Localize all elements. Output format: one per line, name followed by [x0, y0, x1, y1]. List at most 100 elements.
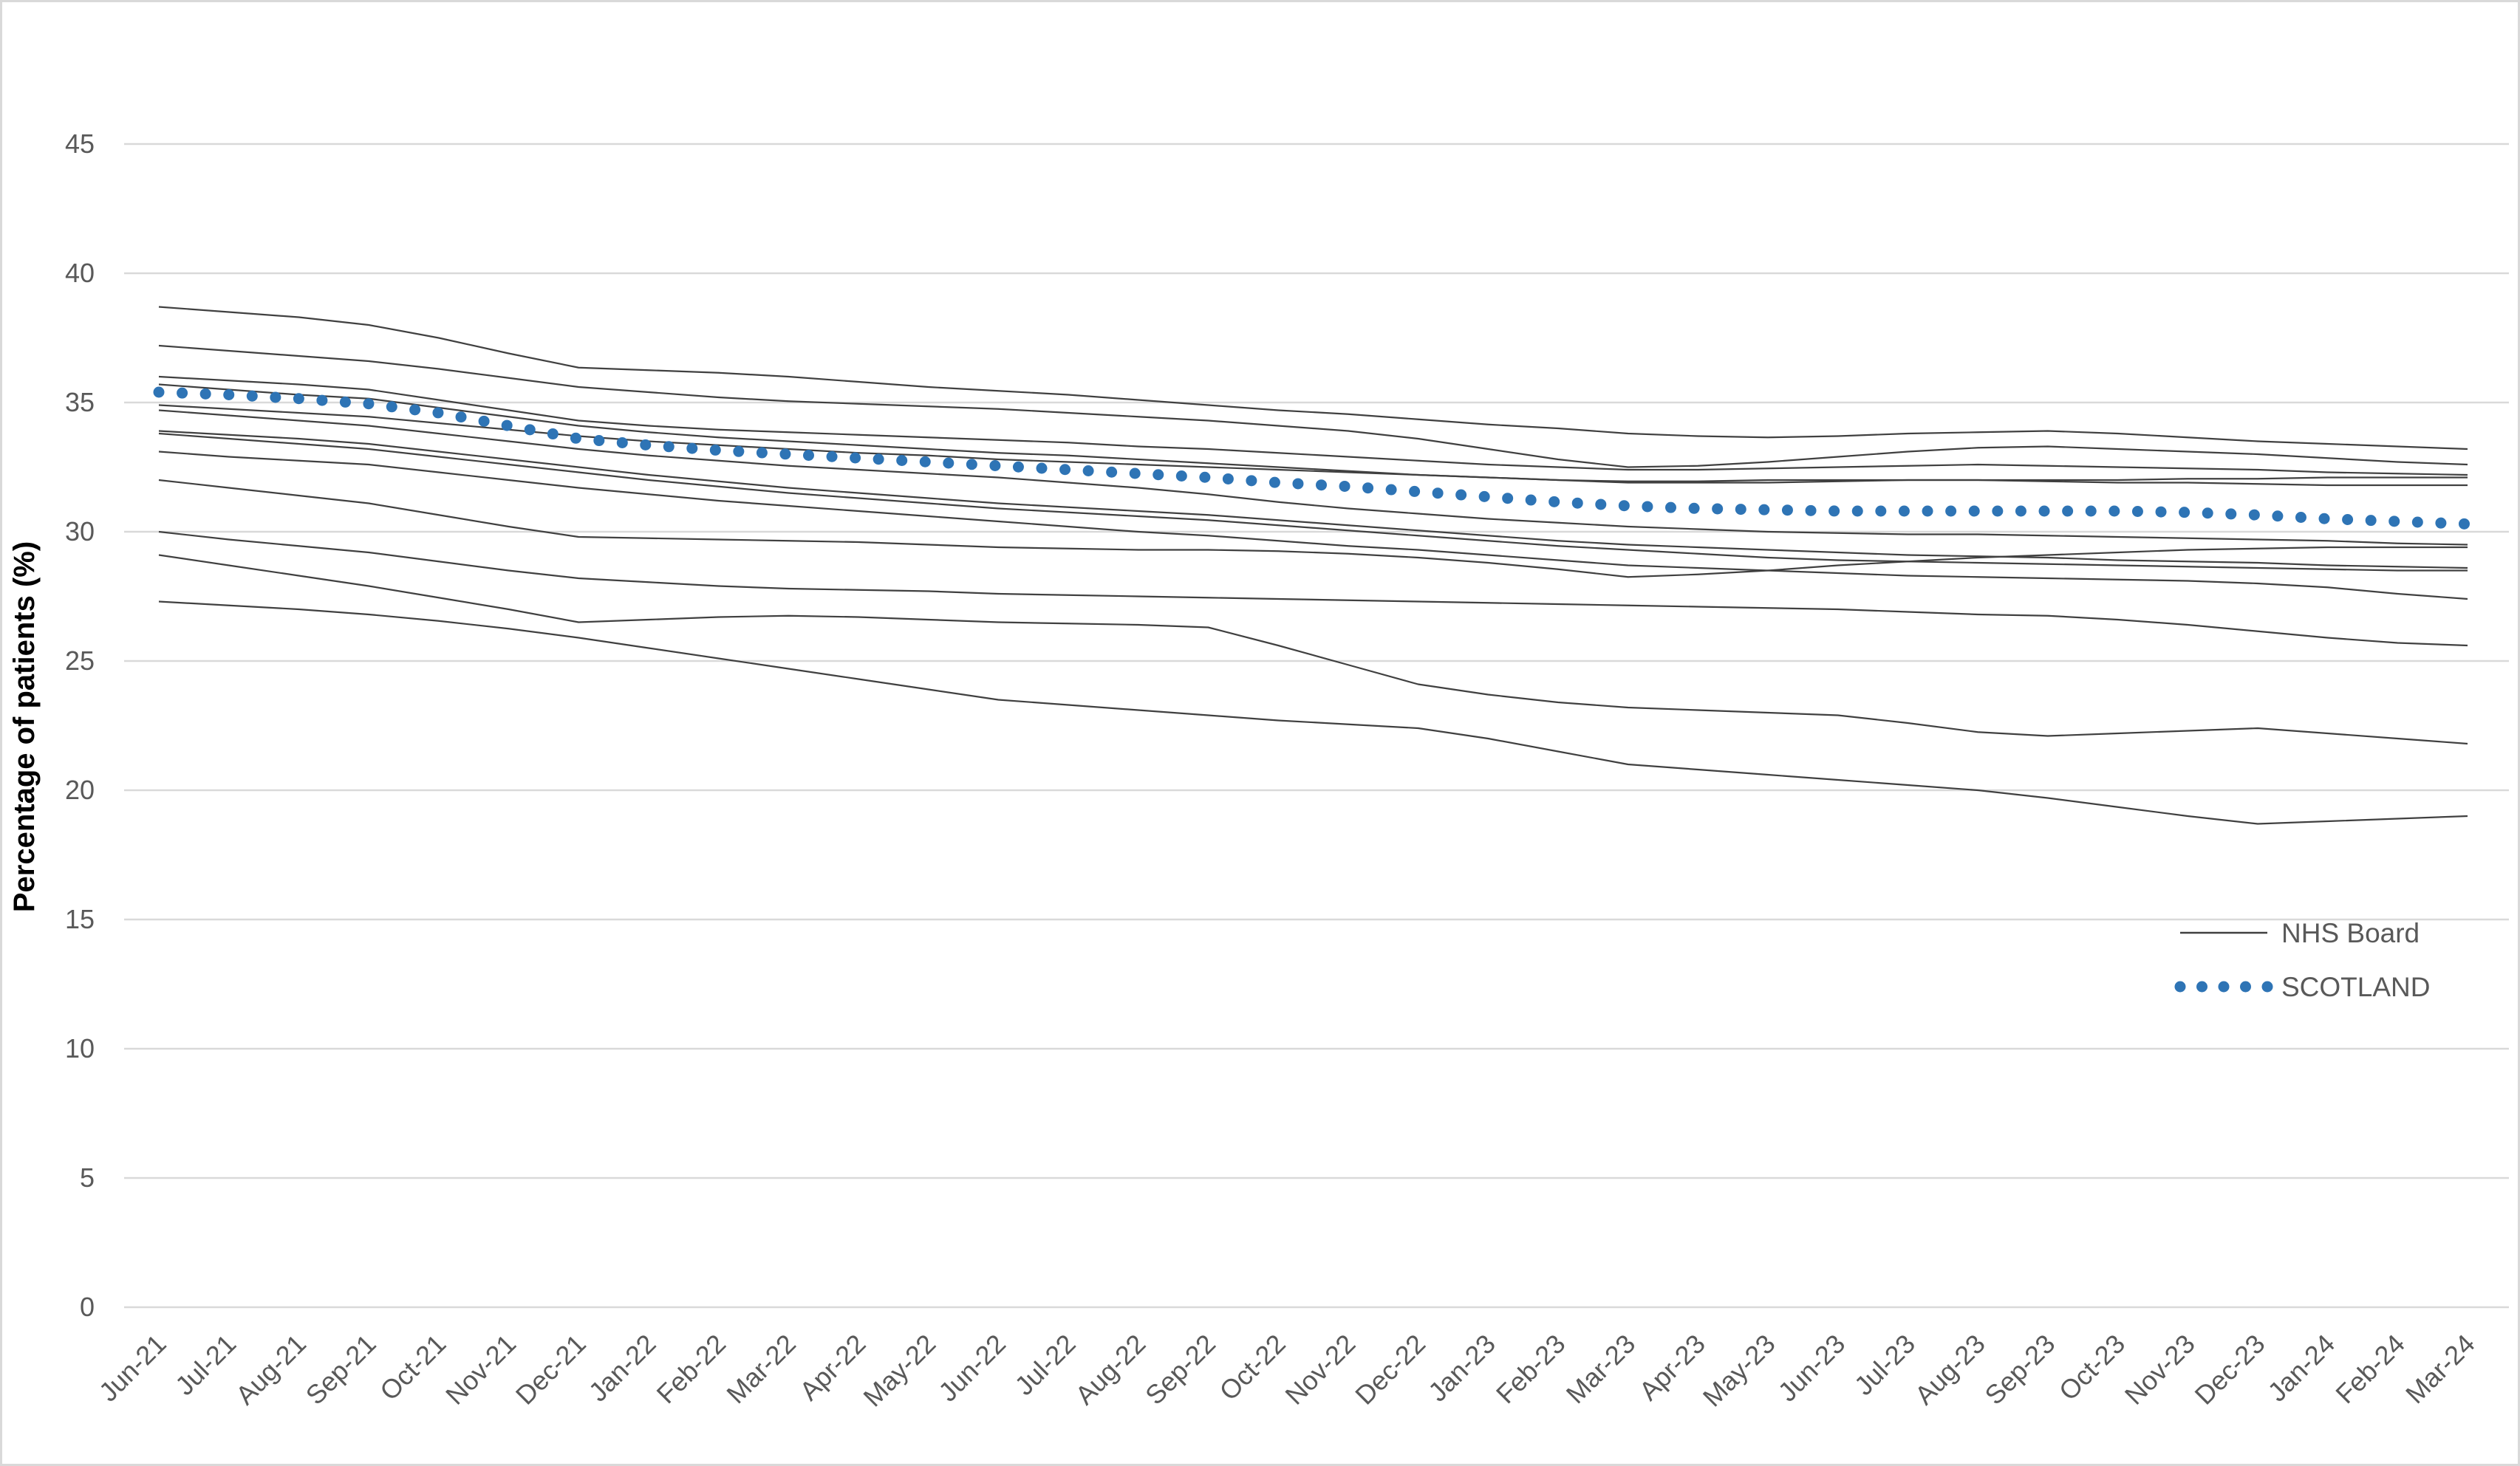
scotland-dot	[779, 448, 791, 460]
scotland-dot	[966, 459, 977, 470]
scotland-dot	[1525, 494, 1537, 506]
x-tick-label-Mar-22: Mar-22	[720, 1329, 802, 1410]
scotland-dot	[802, 450, 814, 462]
scotland-dot	[2318, 513, 2330, 524]
nhs-board-line-board-3	[158, 375, 2468, 476]
scotland-dot	[1246, 475, 1257, 487]
scotland-dot	[593, 435, 605, 447]
x-tick-label-May-22: May-22	[857, 1329, 941, 1413]
x-tick-label-May-23: May-23	[1697, 1329, 1781, 1413]
legend-label-nhs-board: NHS Board	[2281, 918, 2420, 948]
scotland-dot	[1571, 497, 1583, 509]
y-tick-label-10: 10	[65, 1033, 95, 1063]
y-tick-label-20: 20	[65, 775, 95, 805]
scotland-dot	[943, 457, 955, 469]
x-tick-label-Dec-21: Dec-21	[510, 1329, 592, 1411]
scotland-dot	[2248, 509, 2260, 521]
scotland-dot	[339, 396, 351, 408]
scotland-dot	[1992, 505, 2004, 517]
y-tick-label-5: 5	[80, 1162, 95, 1193]
scotland-dot	[1781, 504, 1793, 516]
scotland-dot	[1036, 462, 1048, 474]
scotland-dot	[850, 452, 861, 464]
y-tick-label-30: 30	[65, 516, 95, 547]
x-tick-label-Jan-23: Jan-23	[1422, 1329, 1501, 1408]
scotland-dot	[1222, 473, 1234, 484]
legend-dots-sample	[2174, 981, 2273, 993]
scotland-dot	[1875, 505, 1887, 517]
scotland-dot	[547, 428, 559, 440]
scotland-dot	[177, 387, 188, 399]
scotland-dot	[919, 456, 931, 467]
nhs-board-line-board-9	[158, 451, 2468, 600]
scotland-dot	[478, 415, 490, 427]
scotland-dot	[223, 389, 235, 401]
scotland-dot	[570, 432, 581, 444]
scotland-dot	[1432, 487, 1444, 499]
x-tick-label-Feb-22: Feb-22	[651, 1329, 732, 1410]
scotland-dot	[640, 439, 652, 451]
scotland-dot	[386, 401, 397, 413]
scotland-dot	[2085, 505, 2097, 517]
scotland-dot	[1758, 504, 1770, 516]
scotland-dot	[896, 455, 908, 467]
legend-label-scotland: SCOTLAND	[2281, 972, 2430, 1002]
nhs-board-line-board-13	[158, 600, 2468, 825]
x-axis-tick-labels: Jun-21Jul-21Aug-21Sep-21Oct-21Nov-21Dec-…	[93, 1329, 2481, 1413]
legend-dot	[2218, 981, 2230, 993]
scotland-dot	[873, 453, 884, 465]
scotland-dot	[2458, 518, 2470, 530]
scotland-dot	[432, 407, 444, 419]
scotland-dot	[2179, 507, 2191, 518]
nhs-board-lines	[158, 306, 2468, 825]
scotland-dot	[1059, 464, 1071, 476]
scotland-dot	[616, 436, 628, 448]
scotland-dot	[1898, 505, 1910, 517]
scotland-dot	[2388, 516, 2400, 527]
x-tick-label-Aug-23: Aug-23	[1909, 1329, 1991, 1411]
x-tick-label-Sep-21: Sep-21	[300, 1329, 382, 1411]
nhs-board-line-board-1	[158, 306, 2468, 451]
scotland-dot	[2015, 505, 2026, 517]
scotland-dot	[1268, 476, 1280, 488]
y-axis-title: Percentage of patients (%)	[8, 541, 41, 912]
scotland-dot	[1618, 500, 1630, 512]
scotland-dot	[1642, 501, 1653, 513]
nhs-board-line-board-12	[158, 554, 2468, 745]
x-tick-label-Oct-21: Oct-21	[374, 1329, 451, 1406]
scotland-dot	[2155, 506, 2167, 518]
scotland-dot	[293, 393, 304, 405]
scotland-dot	[756, 447, 768, 459]
scotland-dot	[1664, 501, 1676, 513]
scotland-dot	[1455, 489, 1467, 501]
scotland-dot	[1828, 505, 1840, 517]
x-tick-label-Jan-22: Jan-22	[583, 1329, 662, 1408]
scotland-dot	[455, 411, 467, 423]
nhs-board-line-board-8	[158, 432, 2468, 572]
scotland-dot	[1735, 504, 1746, 516]
scotland-dot	[1339, 480, 1351, 492]
scotland-dot	[501, 419, 513, 431]
x-tick-label-Sep-22: Sep-22	[1139, 1329, 1221, 1411]
nhs-board-line-board-11	[158, 530, 2468, 647]
y-tick-label-0: 0	[80, 1292, 95, 1322]
scotland-dot	[1922, 505, 1933, 517]
nhs-board-line-board-7	[158, 430, 2468, 569]
y-tick-label-40: 40	[65, 258, 95, 288]
scotland-dot	[1851, 505, 1863, 517]
scotland-dot	[246, 390, 258, 402]
nhs-board-line-board-10	[158, 479, 2468, 578]
x-tick-label-Feb-24: Feb-24	[2329, 1329, 2411, 1410]
x-tick-label-Mar-24: Mar-24	[2400, 1329, 2481, 1410]
scotland-dot	[524, 424, 536, 436]
y-tick-label-15: 15	[65, 904, 95, 934]
scotland-dot	[1175, 470, 1187, 482]
scotland-dot	[2411, 516, 2423, 528]
x-tick-label-Dec-22: Dec-22	[1349, 1329, 1431, 1411]
scotland-dot	[2202, 507, 2213, 519]
scotland-dot	[316, 394, 328, 406]
legend-dot	[2174, 981, 2186, 993]
x-tick-label-Feb-23: Feb-23	[1490, 1329, 1571, 1410]
